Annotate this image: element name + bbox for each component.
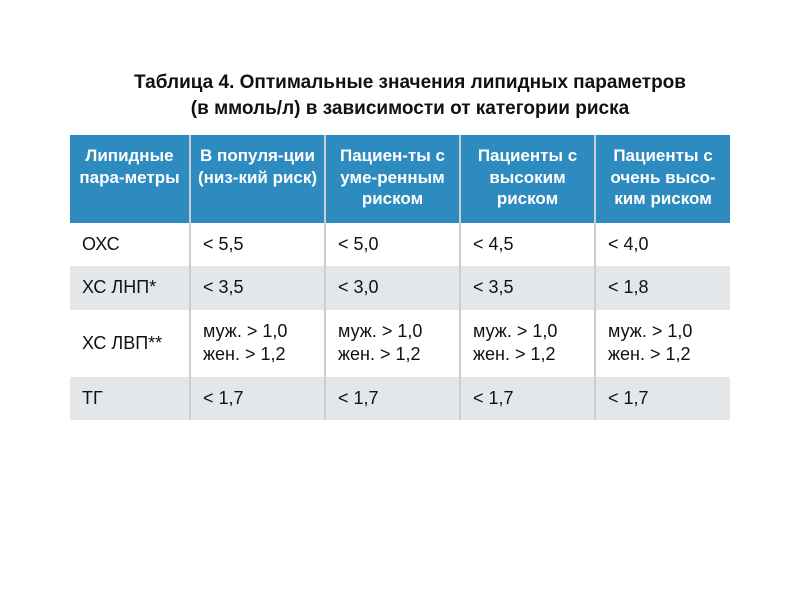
cell: < 3,5 (460, 266, 595, 309)
cell: муж. > 1,0 жен. > 1,2 (460, 310, 595, 377)
col-header-3: Пациенты с высоким риском (460, 135, 595, 223)
lipid-table: Липидные пара-метры В популя-ции (низ-ки… (70, 135, 730, 420)
table-row: ХС ЛНП* < 3,5 < 3,0 < 3,5 < 1,8 (70, 266, 730, 309)
cell: < 1,7 (595, 377, 730, 420)
cell: < 4,0 (595, 223, 730, 266)
cell: < 3,0 (325, 266, 460, 309)
title-line-1: Таблица 4. Оптимальные значения липидных… (134, 72, 686, 93)
page: Таблица 4. Оптимальные значения липидных… (0, 0, 800, 420)
col-header-2: Пациен-ты с уме-ренным риском (325, 135, 460, 223)
table-row: ХС ЛВП** муж. > 1,0 жен. > 1,2 муж. > 1,… (70, 310, 730, 377)
cell: ТГ (70, 377, 190, 420)
cell: муж. > 1,0 жен. > 1,2 (595, 310, 730, 377)
col-header-1: В популя-ции (низ-кий риск) (190, 135, 325, 223)
col-header-0: Липидные пара-метры (70, 135, 190, 223)
table-title: Таблица 4. Оптимальные значения липидных… (70, 70, 750, 121)
cell: < 5,5 (190, 223, 325, 266)
col-header-4: Пациенты с очень высо-ким риском (595, 135, 730, 223)
cell: муж. > 1,0 жен. > 1,2 (325, 310, 460, 377)
cell: < 1,7 (460, 377, 595, 420)
cell: ХС ЛНП* (70, 266, 190, 309)
cell: < 1,7 (190, 377, 325, 420)
cell: < 5,0 (325, 223, 460, 266)
cell: < 1,8 (595, 266, 730, 309)
cell: < 4,5 (460, 223, 595, 266)
table-row: ОХС < 5,5 < 5,0 < 4,5 < 4,0 (70, 223, 730, 266)
cell: муж. > 1,0 жен. > 1,2 (190, 310, 325, 377)
title-line-2: (в ммоль/л) в зависимости от категории р… (191, 98, 629, 119)
header-row: Липидные пара-метры В популя-ции (низ-ки… (70, 135, 730, 223)
cell: ХС ЛВП** (70, 310, 190, 377)
cell: < 3,5 (190, 266, 325, 309)
cell: < 1,7 (325, 377, 460, 420)
cell: ОХС (70, 223, 190, 266)
table-row: ТГ < 1,7 < 1,7 < 1,7 < 1,7 (70, 377, 730, 420)
